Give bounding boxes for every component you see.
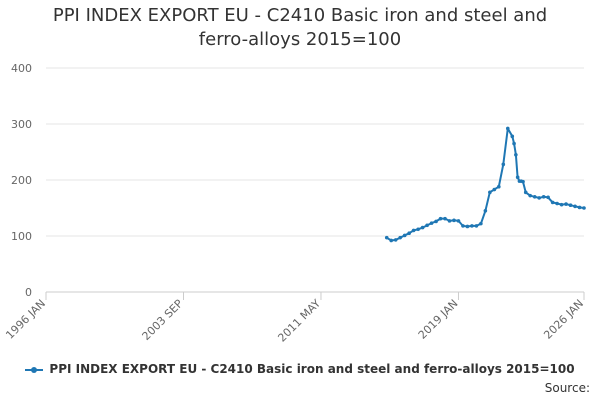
- data-point[interactable]: [573, 204, 577, 209]
- data-point[interactable]: [420, 225, 425, 230]
- data-point[interactable]: [389, 238, 394, 243]
- data-point[interactable]: [559, 202, 564, 207]
- data-point[interactable]: [577, 205, 582, 210]
- data-point[interactable]: [512, 141, 516, 146]
- data-point[interactable]: [474, 224, 479, 228]
- data-point[interactable]: [523, 190, 528, 195]
- data-point[interactable]: [465, 224, 470, 229]
- x-tick-label: 1996 JAN: [3, 297, 48, 342]
- chart-title-line-1: PPI INDEX EXPORT EU - C2410 Basic iron a…: [52, 5, 548, 26]
- data-point[interactable]: [505, 126, 510, 131]
- x-tick-label: 2003 SEP: [140, 297, 186, 343]
- data-point[interactable]: [492, 187, 497, 192]
- chart-title-line-2: ferro-alloys 2015=100: [198, 29, 402, 50]
- legend-series-label: PPI INDEX EXPORT EU - C2410 Basic iron a…: [49, 362, 575, 376]
- data-point[interactable]: [541, 195, 546, 199]
- data-point[interactable]: [416, 227, 420, 232]
- data-point[interactable]: [564, 202, 568, 206]
- legend[interactable]: PPI INDEX EXPORT EU - C2410 Basic iron a…: [0, 362, 600, 376]
- data-point[interactable]: [483, 209, 488, 213]
- data-point[interactable]: [521, 179, 525, 184]
- data-point[interactable]: [461, 224, 465, 228]
- data-point[interactable]: [555, 201, 559, 206]
- y-tick-label: 400: [11, 62, 32, 75]
- chart-title: PPI INDEX EXPORT EU - C2410 Basic iron a…: [0, 4, 600, 52]
- data-point[interactable]: [411, 228, 416, 233]
- data-point[interactable]: [452, 218, 456, 223]
- data-point[interactable]: [501, 162, 506, 167]
- y-tick-label: 0: [25, 286, 32, 299]
- y-tick-label: 200: [11, 174, 32, 187]
- data-point[interactable]: [425, 223, 429, 228]
- data-point[interactable]: [384, 235, 389, 240]
- data-point[interactable]: [515, 175, 520, 179]
- data-point[interactable]: [402, 233, 407, 238]
- data-point[interactable]: [532, 195, 537, 199]
- data-point[interactable]: [398, 235, 402, 240]
- legend-series-marker: [25, 365, 44, 375]
- data-point[interactable]: [447, 219, 452, 223]
- x-axis: 1996 JAN 2003 SEP 2011 MAY 2019 JAN 2026 JAN: [3, 291, 586, 345]
- data-point[interactable]: [429, 221, 434, 225]
- data-point[interactable]: [488, 190, 492, 195]
- series-line[interactable]: [386, 127, 585, 242]
- data-point[interactable]: [393, 238, 398, 242]
- y-tick-label: 100: [11, 230, 32, 243]
- data-point[interactable]: [550, 200, 555, 205]
- data-point[interactable]: [438, 216, 443, 221]
- grid-lines: [46, 67, 584, 293]
- data-point[interactable]: [546, 195, 550, 200]
- data-point[interactable]: [407, 231, 411, 235]
- data-point[interactable]: [456, 219, 461, 223]
- data-point[interactable]: [443, 216, 447, 221]
- series-layer: [384, 126, 586, 243]
- x-tick-label: 2019 JAN: [416, 297, 461, 342]
- x-tick-label: 2011 MAY: [275, 297, 323, 345]
- data-point[interactable]: [497, 184, 501, 189]
- source-label: Source:: [544, 381, 590, 395]
- x-tick-label: 2026 JAN: [541, 297, 586, 342]
- data-point[interactable]: [568, 203, 573, 207]
- data-point[interactable]: [582, 206, 586, 210]
- y-axis-ticks: 0 100 200 300 400: [11, 62, 32, 299]
- data-point[interactable]: [510, 134, 515, 139]
- y-tick-label: 300: [11, 118, 32, 131]
- data-point[interactable]: [470, 224, 474, 228]
- data-point[interactable]: [434, 219, 438, 224]
- data-point[interactable]: [514, 153, 518, 157]
- data-point[interactable]: [537, 196, 541, 200]
- data-point[interactable]: [528, 193, 532, 198]
- data-point[interactable]: [479, 221, 483, 226]
